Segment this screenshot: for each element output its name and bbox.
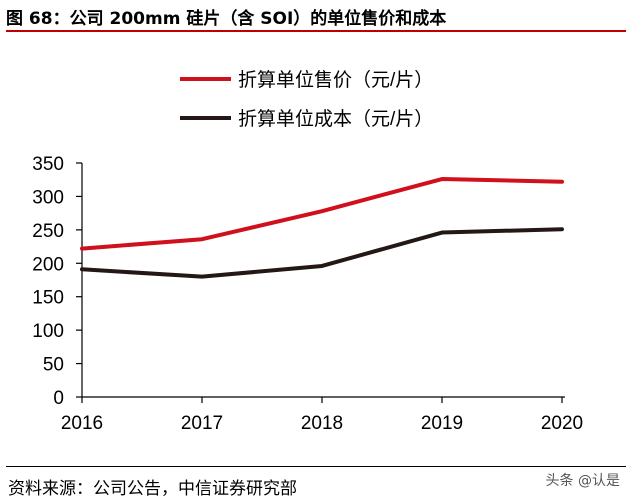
data-point (80, 247, 84, 251)
x-tick-label: 2020 (541, 413, 583, 434)
x-tick-label: 2016 (61, 413, 103, 434)
title-divider (6, 30, 626, 32)
legend: 折算单位售价（元/片） 折算单位成本（元/片） (180, 69, 433, 130)
x-tick-label: 2017 (181, 413, 223, 434)
series-line-price (80, 177, 564, 251)
y-tick-label: 100 (32, 321, 64, 342)
x-tick-label: 2019 (421, 413, 463, 434)
legend-label-price: 折算单位售价（元/片） (238, 69, 433, 91)
data-point (320, 264, 324, 268)
data-point (200, 237, 204, 241)
data-point (200, 275, 204, 279)
watermark-text: 头条 @认是 (545, 473, 620, 489)
y-tick-label: 300 (32, 187, 64, 208)
y-tick-label: 200 (32, 254, 64, 275)
data-point (440, 177, 444, 181)
x-ticks: 2016 2017 2018 2019 2020 (61, 397, 583, 434)
x-tick-label: 2018 (301, 413, 343, 434)
footer-divider (6, 466, 626, 467)
legend-label-cost: 折算单位成本（元/片） (238, 108, 433, 130)
y-ticks: 0 50 100 150 200 250 300 350 (32, 154, 82, 409)
data-point (560, 180, 564, 184)
data-point (80, 267, 84, 271)
data-point (560, 227, 564, 231)
y-tick-label: 150 (32, 288, 64, 309)
y-tick-label: 50 (43, 355, 64, 376)
series-line-cost (80, 227, 564, 279)
data-point (320, 209, 324, 213)
y-tick-label: 0 (53, 388, 64, 409)
series-lines (80, 177, 564, 279)
data-point (440, 231, 444, 235)
line-chart: 折算单位售价（元/片） 折算单位成本（元/片） 0 50 100 150 200 250 3… (32, 69, 583, 434)
y-tick-label: 350 (32, 154, 64, 175)
y-tick-label: 250 (32, 221, 64, 242)
source-note: 资料来源：公司公告，中信证券研究部 (8, 479, 297, 499)
figure-title: 图 68：公司 200mm 硅片（含 SOI）的单位售价和成本 (6, 9, 447, 29)
